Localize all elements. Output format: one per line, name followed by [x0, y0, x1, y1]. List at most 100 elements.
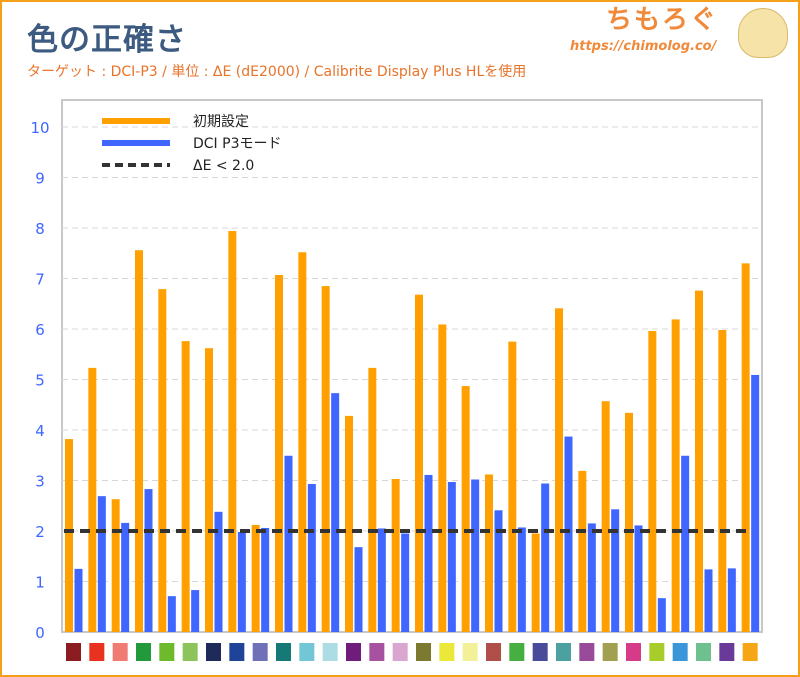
- y-tick-label: 4: [35, 422, 45, 440]
- color-swatch: [649, 643, 665, 661]
- y-tick-label: 8: [35, 220, 45, 238]
- color-swatch: [556, 643, 571, 661]
- bar-dci-p3: [751, 374, 760, 632]
- bar-dci-p3: [121, 522, 130, 632]
- bar-dci-p3: [214, 511, 223, 632]
- bar-initial: [555, 308, 563, 632]
- color-swatch: [416, 643, 431, 661]
- bar-dci-p3: [167, 596, 176, 632]
- bar-dci-p3: [564, 436, 573, 632]
- y-tick-label: 9: [35, 170, 45, 188]
- bar-dci-p3: [681, 455, 690, 632]
- bar-dci-p3: [331, 393, 340, 632]
- y-tick-label: 5: [35, 372, 45, 390]
- color-swatch: [66, 643, 81, 661]
- y-tick-label: 6: [35, 321, 45, 339]
- bar-dci-p3: [144, 489, 153, 632]
- color-swatch: [579, 643, 595, 661]
- color-swatch: [89, 643, 105, 661]
- bar-dci-p3: [541, 483, 550, 632]
- bar-dci-p3: [494, 510, 503, 632]
- color-swatch: [696, 643, 711, 661]
- bar-initial: [648, 331, 657, 632]
- bar-dci-p3: [237, 532, 246, 632]
- color-swatch: [182, 643, 198, 661]
- bar-initial: [345, 415, 353, 632]
- bar-dci-p3: [261, 527, 270, 632]
- subtitle: ターゲット : DCI-P3 / 単位 : ΔE (dE2000) / Cali…: [27, 64, 527, 80]
- bar-dci-p3: [657, 598, 666, 632]
- color-swatch: [742, 643, 758, 661]
- bar-initial: [461, 386, 470, 632]
- color-swatch: [369, 643, 385, 661]
- bar-initial: [601, 401, 610, 632]
- color-swatch: [112, 643, 128, 661]
- bar-dci-p3: [401, 533, 410, 632]
- bar-initial: [275, 274, 283, 632]
- bar-initial: [531, 533, 540, 632]
- y-tick-label: 7: [35, 271, 45, 289]
- bar-initial: [205, 348, 213, 632]
- bar-dci-p3: [704, 569, 713, 632]
- bar-initial: [671, 319, 680, 632]
- bar-initial: [111, 499, 120, 632]
- bar-initial: [298, 252, 307, 633]
- bar-dci-p3: [377, 528, 386, 632]
- page-title: 色の正確さ: [27, 22, 187, 58]
- bar-initial: [228, 231, 237, 632]
- bar-initial: [438, 324, 447, 632]
- bar-dci-p3: [74, 568, 83, 632]
- bar-initial: [135, 250, 143, 632]
- color-swatch: [159, 643, 175, 661]
- bar-initial: [321, 286, 330, 632]
- bar-initial: [508, 341, 517, 632]
- color-swatch: [276, 643, 291, 661]
- site-logo: ちもろぐ: [606, 5, 719, 35]
- color-swatch: [462, 643, 478, 661]
- bar-initial: [181, 341, 190, 632]
- bar-initial: [625, 412, 633, 632]
- plot-area: [61, 99, 763, 633]
- bar-dci-p3: [471, 479, 480, 632]
- color-swatch: [392, 643, 408, 661]
- bar-dci-p3: [517, 527, 526, 632]
- bar-dci-p3: [307, 484, 316, 632]
- color-swatch: [206, 643, 221, 661]
- color-swatch: [136, 643, 151, 661]
- bar-initial: [695, 290, 703, 632]
- bar-initial: [88, 367, 97, 632]
- color-swatch: [299, 643, 315, 661]
- color-swatch: [252, 643, 268, 661]
- bar-initial: [578, 470, 587, 632]
- mascot-icon: [738, 8, 788, 58]
- color-swatch: [532, 643, 548, 661]
- bar-dci-p3: [634, 525, 643, 632]
- bar-dci-p3: [447, 482, 456, 632]
- color-swatch: [229, 643, 245, 661]
- site-url: https://chimolog.co/: [570, 39, 717, 54]
- color-swatch: [509, 643, 525, 661]
- bar-initial: [368, 367, 377, 632]
- y-tick-label: 2: [35, 523, 45, 541]
- bar-dci-p3: [611, 509, 620, 632]
- color-swatch: [322, 643, 338, 661]
- bar-initial: [718, 330, 727, 632]
- color-swatch: [439, 643, 455, 661]
- bar-initial: [415, 294, 423, 632]
- y-tick-label: 0: [35, 624, 45, 642]
- y-tick-label: 10: [30, 119, 49, 137]
- bar-dci-p3: [727, 568, 736, 632]
- bar-dci-p3: [284, 455, 293, 632]
- bar-initial: [391, 478, 400, 632]
- y-tick-label: 3: [35, 473, 45, 491]
- bar-initial: [158, 289, 167, 632]
- color-swatch: [626, 643, 641, 661]
- color-swatch: [346, 643, 361, 661]
- bar-initial: [485, 474, 493, 632]
- bar-dci-p3: [191, 590, 200, 632]
- bar-initial: [65, 439, 73, 632]
- color-swatch: [672, 643, 688, 661]
- legend-label: 初期設定: [193, 113, 249, 130]
- color-swatch: [486, 643, 501, 661]
